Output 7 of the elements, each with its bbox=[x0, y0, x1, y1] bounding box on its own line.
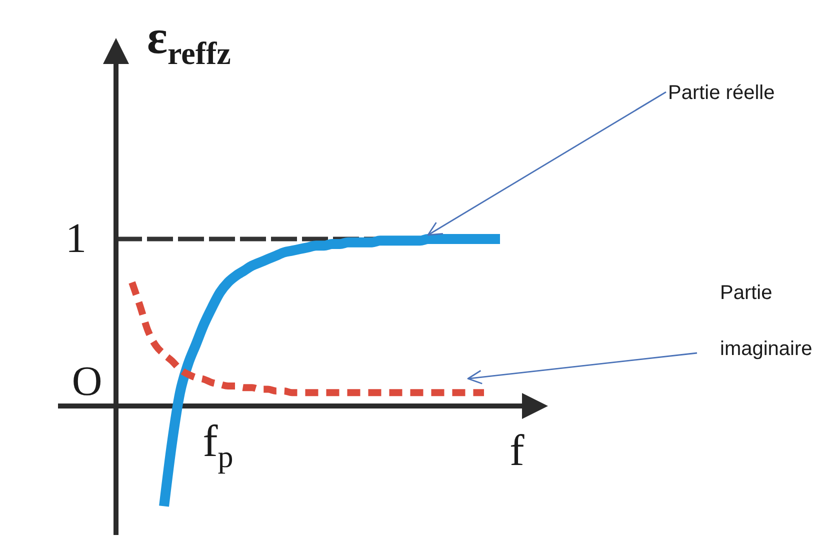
text: O bbox=[72, 359, 102, 405]
x-axis-title: f bbox=[510, 426, 525, 475]
y-axis-title: ε$_{reffz}$ bbox=[147, 11, 231, 72]
text: Partie imaginaire bbox=[720, 282, 812, 360]
annotation: f$_{p}$ bbox=[202, 416, 234, 474]
text: Partie réelle bbox=[668, 82, 775, 104]
ref-line-label: 1 bbox=[66, 216, 86, 262]
